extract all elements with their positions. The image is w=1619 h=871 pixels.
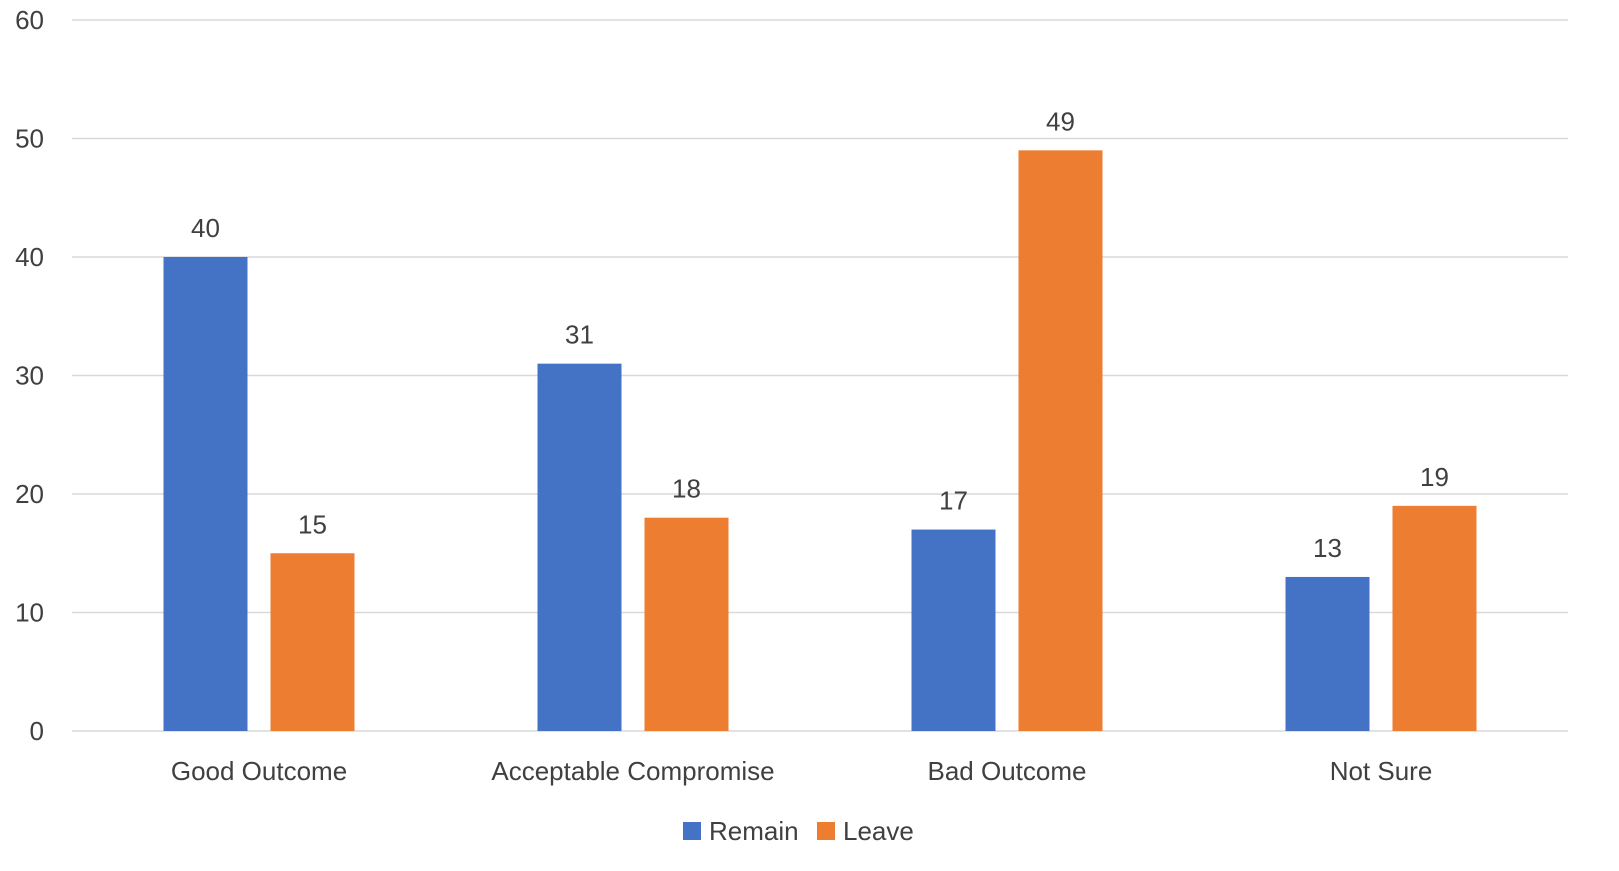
- bar-remain: [911, 529, 996, 731]
- bar-leave: [1392, 505, 1477, 731]
- legend-label: Leave: [843, 816, 914, 846]
- y-tick-label: 30: [15, 361, 44, 391]
- data-label: 15: [298, 509, 327, 539]
- legend-item-remain: Remain: [683, 816, 799, 846]
- data-label: 40: [191, 213, 220, 243]
- category-label: Not Sure: [1330, 756, 1433, 786]
- bar-remain: [1285, 576, 1370, 731]
- bar-leave: [1018, 150, 1103, 732]
- legend-swatch: [817, 822, 835, 840]
- category-label: Acceptable Compromise: [491, 756, 774, 786]
- legend-swatch: [683, 822, 701, 840]
- bar-leave: [644, 517, 729, 731]
- legend: Remain Leave: [683, 816, 914, 846]
- legend-label: Remain: [709, 816, 799, 846]
- data-label: 17: [939, 486, 968, 516]
- category-label: Bad Outcome: [928, 756, 1087, 786]
- y-tick-label: 40: [15, 242, 44, 272]
- data-label: 13: [1313, 533, 1342, 563]
- data-label: 19: [1420, 462, 1449, 492]
- y-tick-label: 50: [15, 124, 44, 154]
- y-tick-label: 60: [15, 5, 44, 35]
- y-tick-label: 20: [15, 479, 44, 509]
- y-axis-ticks: 0 10 20 30 40 50 60: [15, 5, 44, 746]
- y-tick-label: 0: [30, 716, 44, 746]
- data-labels: 40 15 31 18 17 49 13 19: [191, 106, 1449, 563]
- category-label: Good Outcome: [171, 756, 347, 786]
- x-axis-categories: Good Outcome Acceptable Compromise Bad Out…: [171, 756, 1432, 786]
- bar-leave: [270, 553, 355, 731]
- data-label: 18: [672, 474, 701, 504]
- bar-remain: [537, 363, 622, 731]
- bar-remain: [163, 257, 248, 731]
- data-label: 49: [1046, 106, 1075, 136]
- bars: [163, 150, 1477, 732]
- data-label: 31: [565, 320, 594, 350]
- legend-item-leave: Leave: [817, 816, 914, 846]
- y-tick-label: 10: [15, 598, 44, 628]
